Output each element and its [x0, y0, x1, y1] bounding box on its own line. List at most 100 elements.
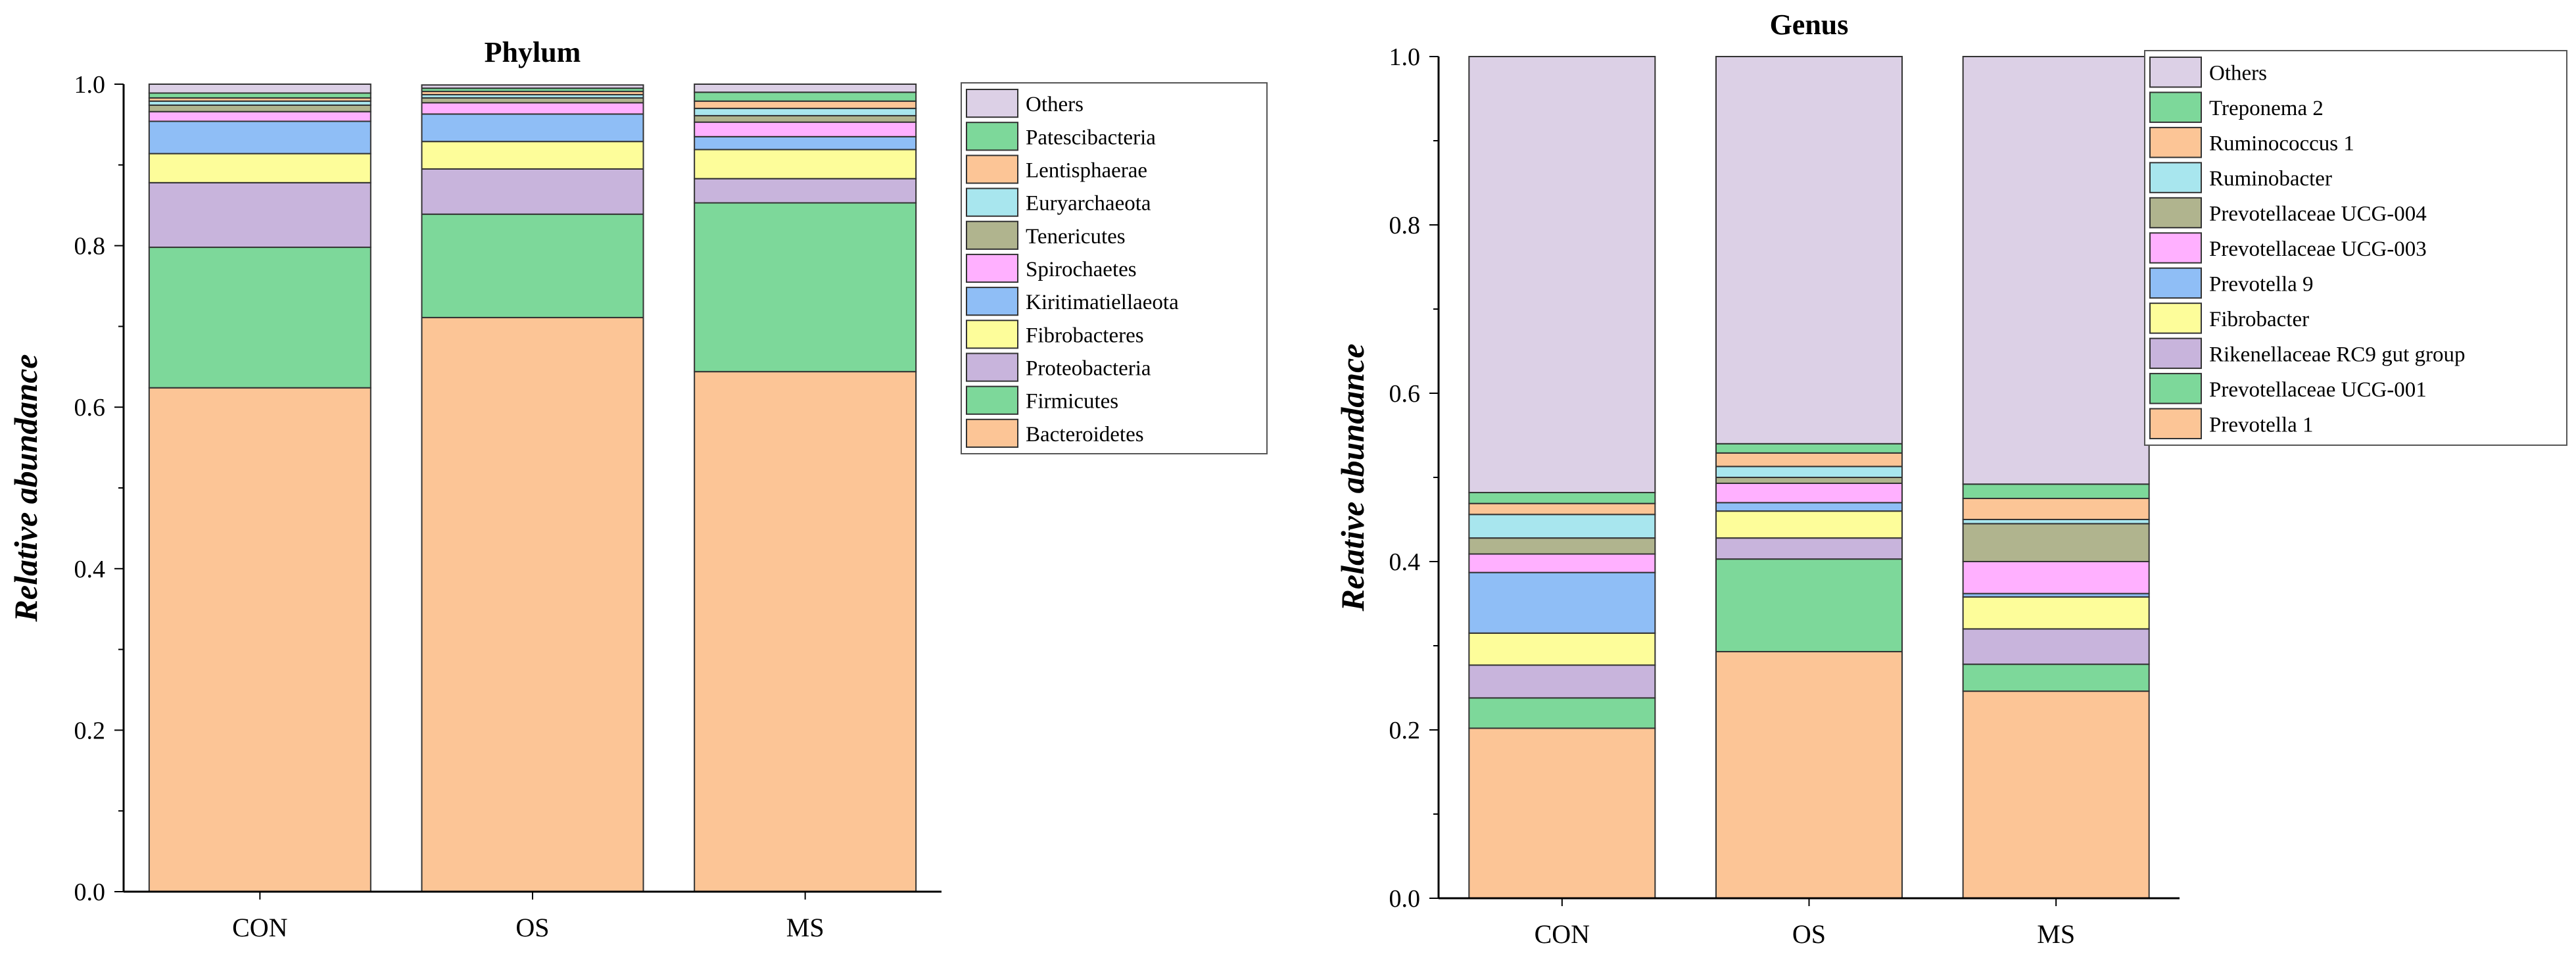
genus-title: Genus: [1770, 9, 1849, 41]
phylum-bar-con-kiritimatiellaeota: [148, 120, 371, 155]
genus-bar-ms-prevotellaceae-ucg-001: [1962, 663, 2150, 692]
phylum-bar-ms-spirochaetes: [694, 121, 917, 137]
phylum-x-tick-label-os: OS: [515, 913, 549, 942]
phylum-bar-os-fibrobacteres: [421, 141, 644, 170]
genus-bar-con-ruminococcus-1: [1468, 502, 1656, 516]
genus-bar-os-prevotellaceae-ucg-004: [1715, 477, 1903, 484]
phylum-bar-ms-fibrobacteres: [694, 149, 917, 180]
phylum-legend-swatch-euryarchaeota: [966, 187, 1018, 217]
phylum-legend-label-lentisphaerae: Lentisphaerae: [1026, 158, 1147, 182]
genus-bar-con-ruminobacter: [1468, 514, 1656, 539]
phylum-legend-swatch-firmicutes: [966, 385, 1018, 415]
phylum-bar-ms-kiritimatiellaeota: [694, 135, 917, 151]
genus-legend-label-prevotella-9: Prevotella 9: [2209, 272, 2314, 296]
genus-legend-swatch-prevotellaceae-ucg-001: [2149, 373, 2202, 404]
genus-bar-os-ruminobacter: [1715, 466, 1903, 478]
genus-y-tick-label: 0.4: [1389, 548, 1421, 576]
genus-legend-swatch-prevotellaceae-ucg-004: [2149, 197, 2202, 229]
genus-legend-label-fibrobacter: Fibrobacter: [2209, 308, 2309, 331]
genus-bar-ms-ruminococcus-1: [1962, 498, 2150, 520]
phylum-bar-con-spirochaetes: [148, 110, 371, 122]
genus-bar-os-prevotella-1: [1715, 650, 1903, 900]
genus-legend-label-prevotella-1: Prevotella 1: [2209, 413, 2314, 437]
phylum-legend-swatch-spirochaetes: [966, 253, 1018, 283]
genus-bar-ms-fibrobacter: [1962, 596, 2150, 630]
genus-x-tick-label-os: OS: [1792, 919, 1826, 949]
phylum-y-tick-label: 0.2: [74, 717, 106, 744]
phylum-legend-label-fibrobacteres: Fibrobacteres: [1026, 324, 1144, 347]
phylum-bar-os-others: [421, 84, 644, 89]
genus-x-tick-label-ms: MS: [2037, 919, 2075, 949]
genus-legend-swatch-ruminobacter: [2149, 162, 2202, 193]
genus-bar-con-others: [1468, 56, 1656, 494]
genus-legend-swatch-prevotella-9: [2149, 267, 2202, 299]
phylum-bar-os-proteobacteria: [421, 168, 644, 215]
genus-bar-ms-treponema-2: [1962, 483, 2150, 499]
phylum-y-tick-label: 1.0: [74, 71, 106, 99]
genus-bar-os-prevotellaceae-ucg-003: [1715, 482, 1903, 504]
phylum-bar-ms-euryarchaeota: [694, 107, 917, 116]
genus-legend-swatch-prevotellaceae-ucg-003: [2149, 232, 2202, 264]
genus-bar-os-rikenellaceae-rc9-gut-group: [1715, 537, 1903, 560]
genus-bar-con-treponema-2: [1468, 492, 1656, 504]
phylum-bar-con-tenericutes: [148, 104, 371, 112]
genus-bar-os-others: [1715, 56, 1903, 445]
genus-legend: [2144, 50, 2567, 446]
genus-x-tick-label-con: CON: [1535, 919, 1590, 949]
phylum-bar-os-firmicutes: [421, 213, 644, 318]
genus-bar-os-fibrobacter: [1715, 510, 1903, 539]
genus-legend-label-others: Others: [2209, 62, 2267, 85]
phylum-legend-label-euryarchaeota: Euryarchaeota: [1026, 192, 1151, 216]
genus-bar-ms-others: [1962, 56, 2150, 485]
phylum-bar-con-patescibacteria: [148, 92, 371, 99]
phylum-x-tick-label-ms: MS: [786, 913, 824, 942]
phylum-x-tick-label-con: CON: [232, 913, 287, 942]
genus-bar-con-prevotella-1: [1468, 727, 1656, 899]
phylum-legend-label-patescibacteria: Patescibacteria: [1026, 126, 1156, 149]
phylum-y-tick-label: 0.8: [74, 233, 106, 260]
phylum-y-tick-label: 0.6: [74, 394, 106, 422]
phylum-bar-con-fibrobacteres: [148, 153, 371, 183]
phylum-bar-os-tenericutes: [421, 97, 644, 104]
genus-bar-os-ruminococcus-1: [1715, 452, 1903, 468]
genus-y-tick-label: 0.2: [1389, 717, 1421, 744]
phylum-bar-ms-patescibacteria: [694, 91, 917, 102]
phylum-bar-con-bacteroidetes: [148, 387, 371, 892]
genus-legend-swatch-fibrobacter: [2149, 302, 2202, 334]
genus-legend-swatch-treponema-2: [2149, 91, 2202, 123]
phylum-y-tick-label: 0.4: [74, 556, 106, 583]
phylum-bar-con-proteobacteria: [148, 181, 371, 249]
phylum-chart: Phylum Relative abundance CON OS MS 0.0 0.2 0.4…: [7, 36, 1268, 942]
genus-bar-con-prevotellaceae-ucg-003: [1468, 553, 1656, 573]
genus-y-tick-label: 1.0: [1389, 43, 1421, 71]
phylum-bar-os-bacteroidetes: [421, 316, 644, 892]
genus-bar-con-rikenellaceae-rc9-gut-group: [1468, 664, 1656, 699]
genus-bar-os-prevotella-9: [1715, 502, 1903, 512]
genus-legend-label-treponema-2: Treponema 2: [2209, 97, 2324, 120]
phylum-legend-swatch-lentisphaerae: [966, 155, 1018, 184]
phylum-bar-os-kiritimatiellaeota: [421, 113, 644, 143]
phylum-legend-swatch-proteobacteria: [966, 352, 1018, 382]
phylum-legend-swatch-patescibacteria: [966, 122, 1018, 151]
genus-bar-ms-prevotella-1: [1962, 690, 2150, 899]
genus-legend-label-rikenellaceae-rc9-gut-group: Rikenellaceae RC9 gut group: [2209, 343, 2465, 366]
phylum-legend-swatch-fibrobacteres: [966, 320, 1018, 349]
phylum-legend-swatch-kiritimatiellaeota: [966, 287, 1018, 316]
genus-bar-ms-prevotellaceae-ucg-004: [1962, 523, 2150, 563]
genus-legend-label-prevotellaceae-ucg-004: Prevotellaceae UCG-004: [2209, 203, 2427, 226]
genus-y-tick-label: 0.6: [1389, 380, 1421, 408]
phylum-legend-label-firmicutes: Firmicutes: [1026, 390, 1118, 414]
genus-chart: Genus Relative abundance CON OS MS 0.0 0.2 0.4 0…: [1334, 9, 2567, 949]
genus-y-tick-label: 0.0: [1389, 885, 1421, 913]
phylum-bar-con-others: [148, 84, 371, 94]
phylum-legend-label-proteobacteria: Proteobacteria: [1026, 357, 1151, 381]
genus-legend-label-prevotellaceae-ucg-001: Prevotellaceae UCG-001: [2209, 378, 2427, 402]
phylum-legend-label-spirochaetes: Spirochaetes: [1026, 258, 1137, 281]
genus-legend-swatch-prevotella-1: [2149, 408, 2202, 440]
phylum-bar-ms-others: [694, 84, 917, 93]
genus-bar-os-treponema-2: [1715, 443, 1903, 454]
phylum-bar-ms-lentisphaerae: [694, 100, 917, 109]
phylum-y-tick-label: 0.0: [74, 879, 106, 906]
genus-legend-swatch-rikenellaceae-rc9-gut-group: [2149, 337, 2202, 370]
